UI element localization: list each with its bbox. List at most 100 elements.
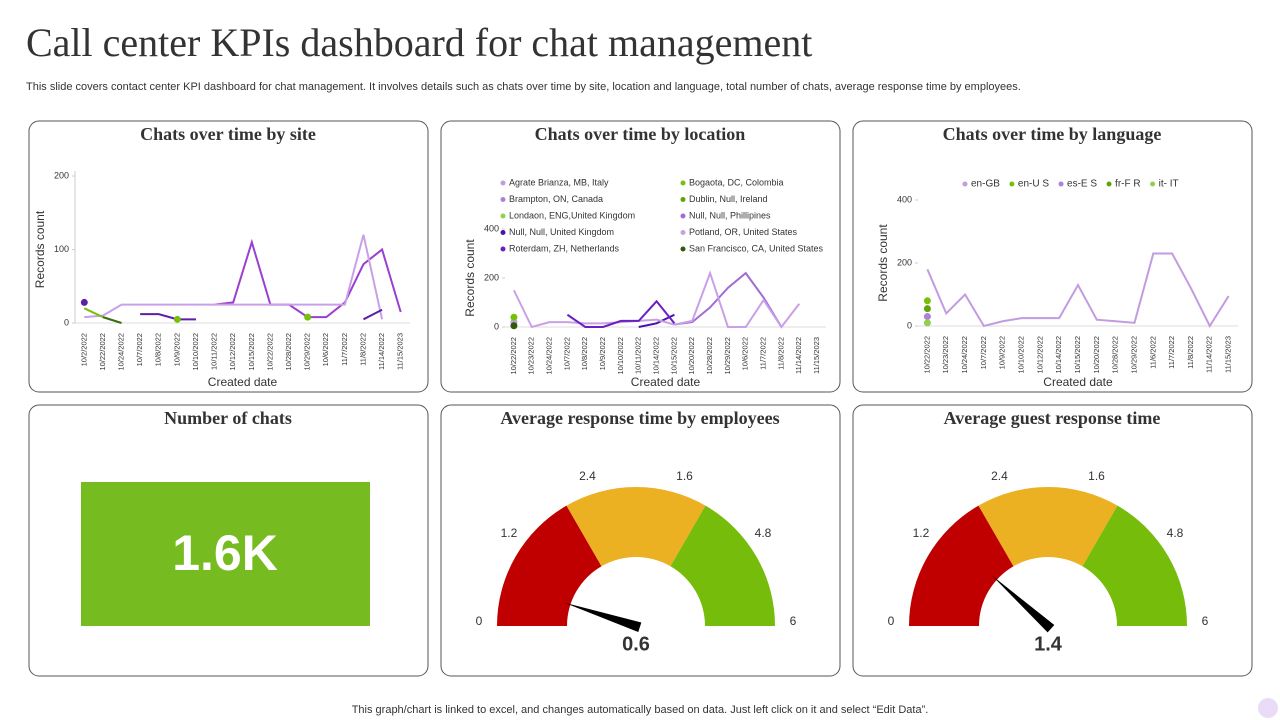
y-tick-label: 200	[54, 170, 69, 180]
gauge-needle	[991, 575, 1055, 633]
gauge-tick-label: 0	[476, 614, 483, 628]
x-tick-label: 11/7/2022	[759, 337, 768, 370]
data-line	[513, 270, 801, 329]
x-tick-label: 10/29/2022	[1129, 336, 1138, 374]
data-line	[674, 271, 783, 328]
x-tick-label: 11/8/2022	[1186, 336, 1195, 369]
legend-swatch	[680, 197, 686, 202]
x-tick-label: 11/6/2022	[1148, 336, 1157, 369]
data-point	[173, 315, 181, 323]
gauge-tick-label: 0	[888, 614, 895, 628]
legend-label: Bogaota, DC, Colombia	[689, 177, 784, 187]
chart-title: Chats over time by language	[943, 124, 1162, 144]
y-tick-label: 200	[897, 257, 912, 267]
legend-label: Roterdam, ZH, Netherlands	[509, 243, 620, 253]
gauge-band	[909, 505, 1014, 626]
legend-swatch	[500, 197, 506, 202]
legend-label: en-GB	[971, 179, 1000, 190]
x-tick-label: 10/6/2022	[321, 333, 330, 366]
legend-swatch	[962, 181, 968, 187]
gauge-band	[670, 505, 775, 626]
legend-label: fr-F R	[1115, 179, 1141, 190]
legend-label: Dublin, Null, Ireland	[689, 194, 768, 204]
legend-swatch	[1009, 181, 1015, 187]
gauge-tick-label: 1.2	[913, 526, 930, 540]
x-tick-label: 10/20/2022	[1092, 336, 1101, 374]
legend-swatch	[1150, 181, 1156, 187]
gauge-value: 0.6	[622, 633, 650, 655]
page-title: Call center KPIs dashboard for chat mana…	[26, 20, 812, 65]
legend-label: Brampton, ON, Canada	[509, 194, 603, 204]
data-line	[566, 299, 676, 328]
page-subtitle: This slide covers contact center KPI das…	[26, 81, 1021, 93]
x-tick-label: 10/28/2022	[705, 337, 714, 375]
legend-label: Potland, OR, United States	[689, 227, 798, 237]
legend-swatch	[500, 180, 506, 186]
x-tick-label: 10/10/2022	[1017, 336, 1026, 374]
legend-swatch	[1058, 181, 1064, 187]
x-tick-label: 10/7/2022	[979, 336, 988, 369]
x-axis-title: Created date	[208, 375, 278, 389]
x-tick-label: 10/12/2022	[1035, 336, 1044, 374]
y-tick-label: 400	[484, 223, 499, 233]
panel	[852, 120, 1253, 393]
legend-swatch	[500, 213, 506, 219]
gauge-tick-label: 1.2	[501, 526, 518, 540]
chart-title: Chats over time by site	[140, 124, 316, 144]
x-tick-label: 11/14/2022	[1205, 336, 1214, 373]
gauge-band	[978, 487, 1118, 567]
gauge-tick-label: 4.8	[755, 526, 772, 540]
data-point	[510, 313, 518, 321]
x-tick-label: 10/24/2022	[960, 336, 969, 374]
x-tick-label: 10/8/2022	[154, 333, 163, 366]
legend-label: San Francisco, CA, United States	[689, 243, 824, 253]
data-point	[923, 319, 931, 327]
legend-swatch	[500, 230, 506, 235]
y-tick-label: 0	[494, 321, 499, 331]
gauge-band	[566, 487, 706, 567]
legend-label: en-U S	[1018, 179, 1049, 190]
gauge-tick-label: 2.4	[991, 469, 1008, 483]
x-tick-label: 10/11/2022	[634, 337, 643, 374]
kpi-box	[81, 482, 370, 626]
x-tick-label: 11/8/2022	[358, 333, 367, 366]
x-tick-label: 10/10/2022	[191, 333, 200, 371]
x-tick-label: 10/22/2022	[922, 336, 931, 374]
chart-title: Chats over time by location	[535, 124, 746, 144]
y-axis-title: Records count	[876, 224, 890, 302]
legend-label: Null, Null, United Kingdom	[509, 227, 614, 237]
legend-label: Londaon, ENG,United Kingdom	[509, 210, 635, 220]
x-tick-label: 10/7/2022	[562, 337, 571, 370]
x-tick-label: 10/14/2022	[1054, 336, 1063, 374]
y-tick-label: 0	[907, 320, 912, 330]
x-tick-label: 10/12/2022	[228, 333, 237, 371]
x-tick-label: 11/15/2023	[812, 337, 821, 374]
x-tick-label: 10/8/2022	[580, 337, 589, 370]
x-tick-label: 10/10/2022	[616, 337, 625, 375]
x-tick-label: 11/15/2023	[396, 333, 405, 370]
x-tick-label: 10/23/2022	[527, 337, 536, 375]
x-tick-label: 10/9/2022	[172, 333, 181, 366]
data-point	[80, 298, 88, 306]
y-tick-label: 0	[64, 317, 69, 327]
x-tick-label: 10/29/2022	[303, 333, 312, 371]
gauge-needle	[563, 602, 642, 632]
decor-dot	[1258, 698, 1278, 718]
y-axis-title: Records count	[33, 210, 47, 288]
footer-note: This graph/chart is linked to excel, and…	[352, 704, 929, 716]
data-line	[638, 313, 675, 328]
x-tick-label: 10/23/2022	[941, 336, 950, 374]
x-tick-label: 11/7/2022	[340, 333, 349, 366]
x-tick-label: 11/14/2022	[794, 337, 803, 374]
data-line	[363, 308, 383, 321]
chart-title: Average response time by employees	[500, 408, 779, 428]
data-point	[923, 297, 931, 305]
legend-swatch	[680, 180, 686, 186]
data-point	[923, 305, 931, 313]
data-point	[510, 322, 518, 330]
data-line	[926, 252, 1230, 329]
x-tick-label: 10/14/2022	[652, 337, 661, 375]
gauge-tick-label: 6	[1202, 614, 1209, 628]
legend-swatch	[680, 230, 686, 235]
